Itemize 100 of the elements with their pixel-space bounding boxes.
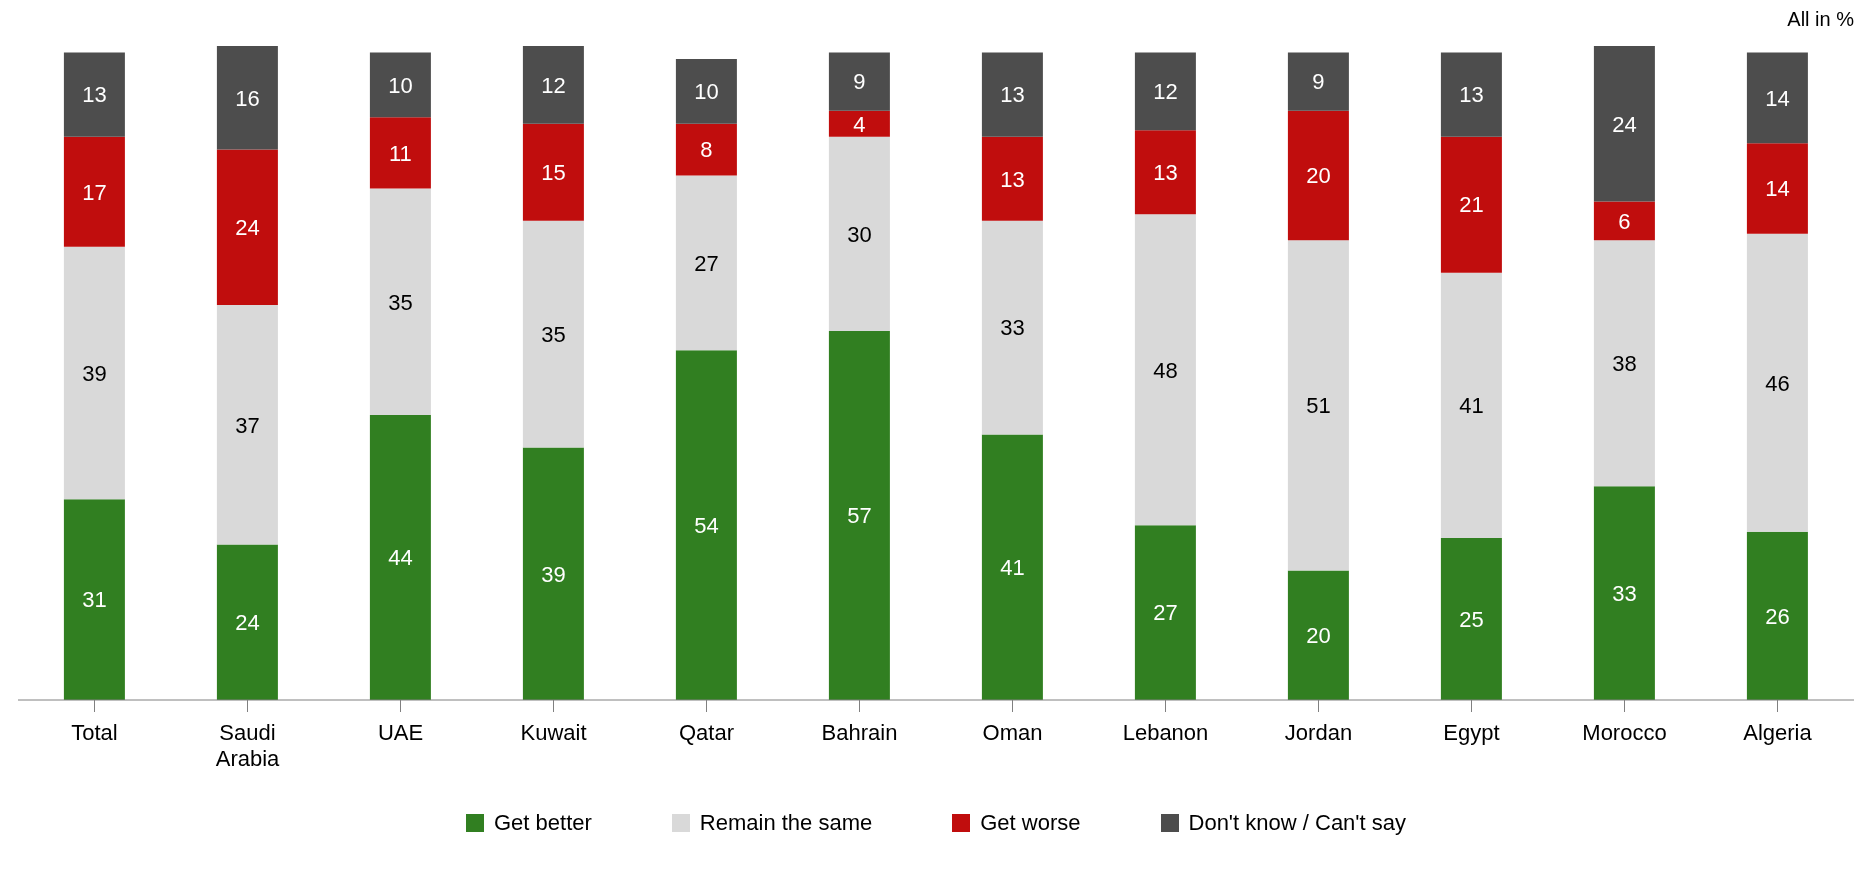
bar [1287,240,1349,571]
bar [981,52,1043,137]
bar [63,52,125,137]
data-label: 16 [235,85,260,111]
x-tick-label: Egypt [1443,720,1500,745]
x-tick-label: Oman [982,720,1043,745]
bar [216,305,278,545]
bar [522,220,584,448]
data-label: 51 [1306,393,1331,419]
data-label: 24 [235,215,260,241]
x-tick-label: Jordan [1284,720,1353,745]
bar [1593,486,1655,700]
data-label: 54 [694,512,719,538]
bar [1440,136,1502,273]
data-label: 33 [1000,315,1025,341]
legend-label: Get worse [979,810,1081,836]
data-label: 41 [1000,555,1025,581]
data-label: 9 [1312,69,1325,95]
bar [1287,110,1349,241]
data-label: 33 [1612,580,1637,606]
bar [63,499,125,700]
data-label: 35 [541,321,566,347]
legend-label: Get better [493,810,592,836]
bar [828,110,890,137]
data-label: 11 [388,140,412,166]
bar [63,246,125,500]
data-label: 13 [1153,160,1178,186]
data-label: 38 [1612,351,1637,377]
data-label: 26 [1765,603,1790,629]
bar [675,350,737,700]
data-label: 25 [1459,606,1484,632]
bar [216,149,278,306]
data-label: 8 [700,137,713,163]
data-label: 57 [847,503,872,529]
bar [369,188,431,416]
data-label: 31 [82,587,107,613]
data-label: 30 [847,221,872,247]
data-label: 20 [1306,623,1331,649]
bar [1746,531,1808,700]
bar [369,52,431,118]
bar [981,434,1043,700]
bar [63,136,125,247]
data-label: 10 [694,79,719,105]
bar [1134,214,1196,526]
bar [981,220,1043,435]
bar [1287,52,1349,111]
data-label: 13 [1000,82,1025,108]
data-label: 20 [1306,163,1331,189]
bar [369,117,431,189]
data-label: 12 [541,72,566,98]
bar [1440,272,1502,539]
data-label: 13 [1000,166,1025,192]
bar [828,330,890,700]
bar [1134,52,1196,131]
data-label: 17 [82,179,107,205]
x-tick-label: Saudi Arabia [215,720,281,771]
data-label: 27 [1153,600,1178,626]
data-label: 48 [1153,357,1178,383]
legend-label: Remain the same [698,810,873,836]
bar [1440,52,1502,137]
bar [216,46,278,150]
bar [1746,143,1808,234]
data-label: 9 [853,69,866,95]
data-label: 46 [1765,370,1790,396]
bar [828,136,890,331]
legend-label: Don't know / Can't say [1187,810,1407,836]
data-label: 14 [1765,176,1790,202]
data-label: 35 [388,289,413,315]
bar [522,46,584,124]
x-tick-label: Qatar [678,720,735,745]
bar [675,58,737,124]
data-label: 13 [82,82,107,108]
bar [1287,570,1349,700]
bar [675,175,737,351]
data-label: 37 [235,412,260,438]
x-tick-label: Total [71,720,118,745]
data-label: 14 [1765,85,1790,111]
bar [1134,525,1196,700]
data-label: 24 [1612,111,1637,137]
x-tick-label: Morocco [1582,720,1667,745]
x-tick-label: Algeria [1743,720,1813,745]
data-label: 15 [541,160,566,186]
data-label: 10 [388,72,413,98]
data-label: 41 [1459,393,1484,419]
data-label: 21 [1459,192,1484,218]
bar [1746,233,1808,532]
data-label: 39 [541,561,566,587]
bar [1746,52,1808,144]
bar [216,544,278,700]
bar [522,447,584,700]
x-tick-label: Bahrain [821,720,898,745]
data-label: 39 [82,360,107,386]
bar [675,123,737,176]
data-label: 24 [235,610,260,636]
bar [981,136,1043,221]
data-label: 13 [1459,82,1484,108]
bar [1593,46,1655,202]
bar [369,415,431,700]
x-tick-label: Lebanon [1122,720,1209,745]
bar [1134,130,1196,215]
